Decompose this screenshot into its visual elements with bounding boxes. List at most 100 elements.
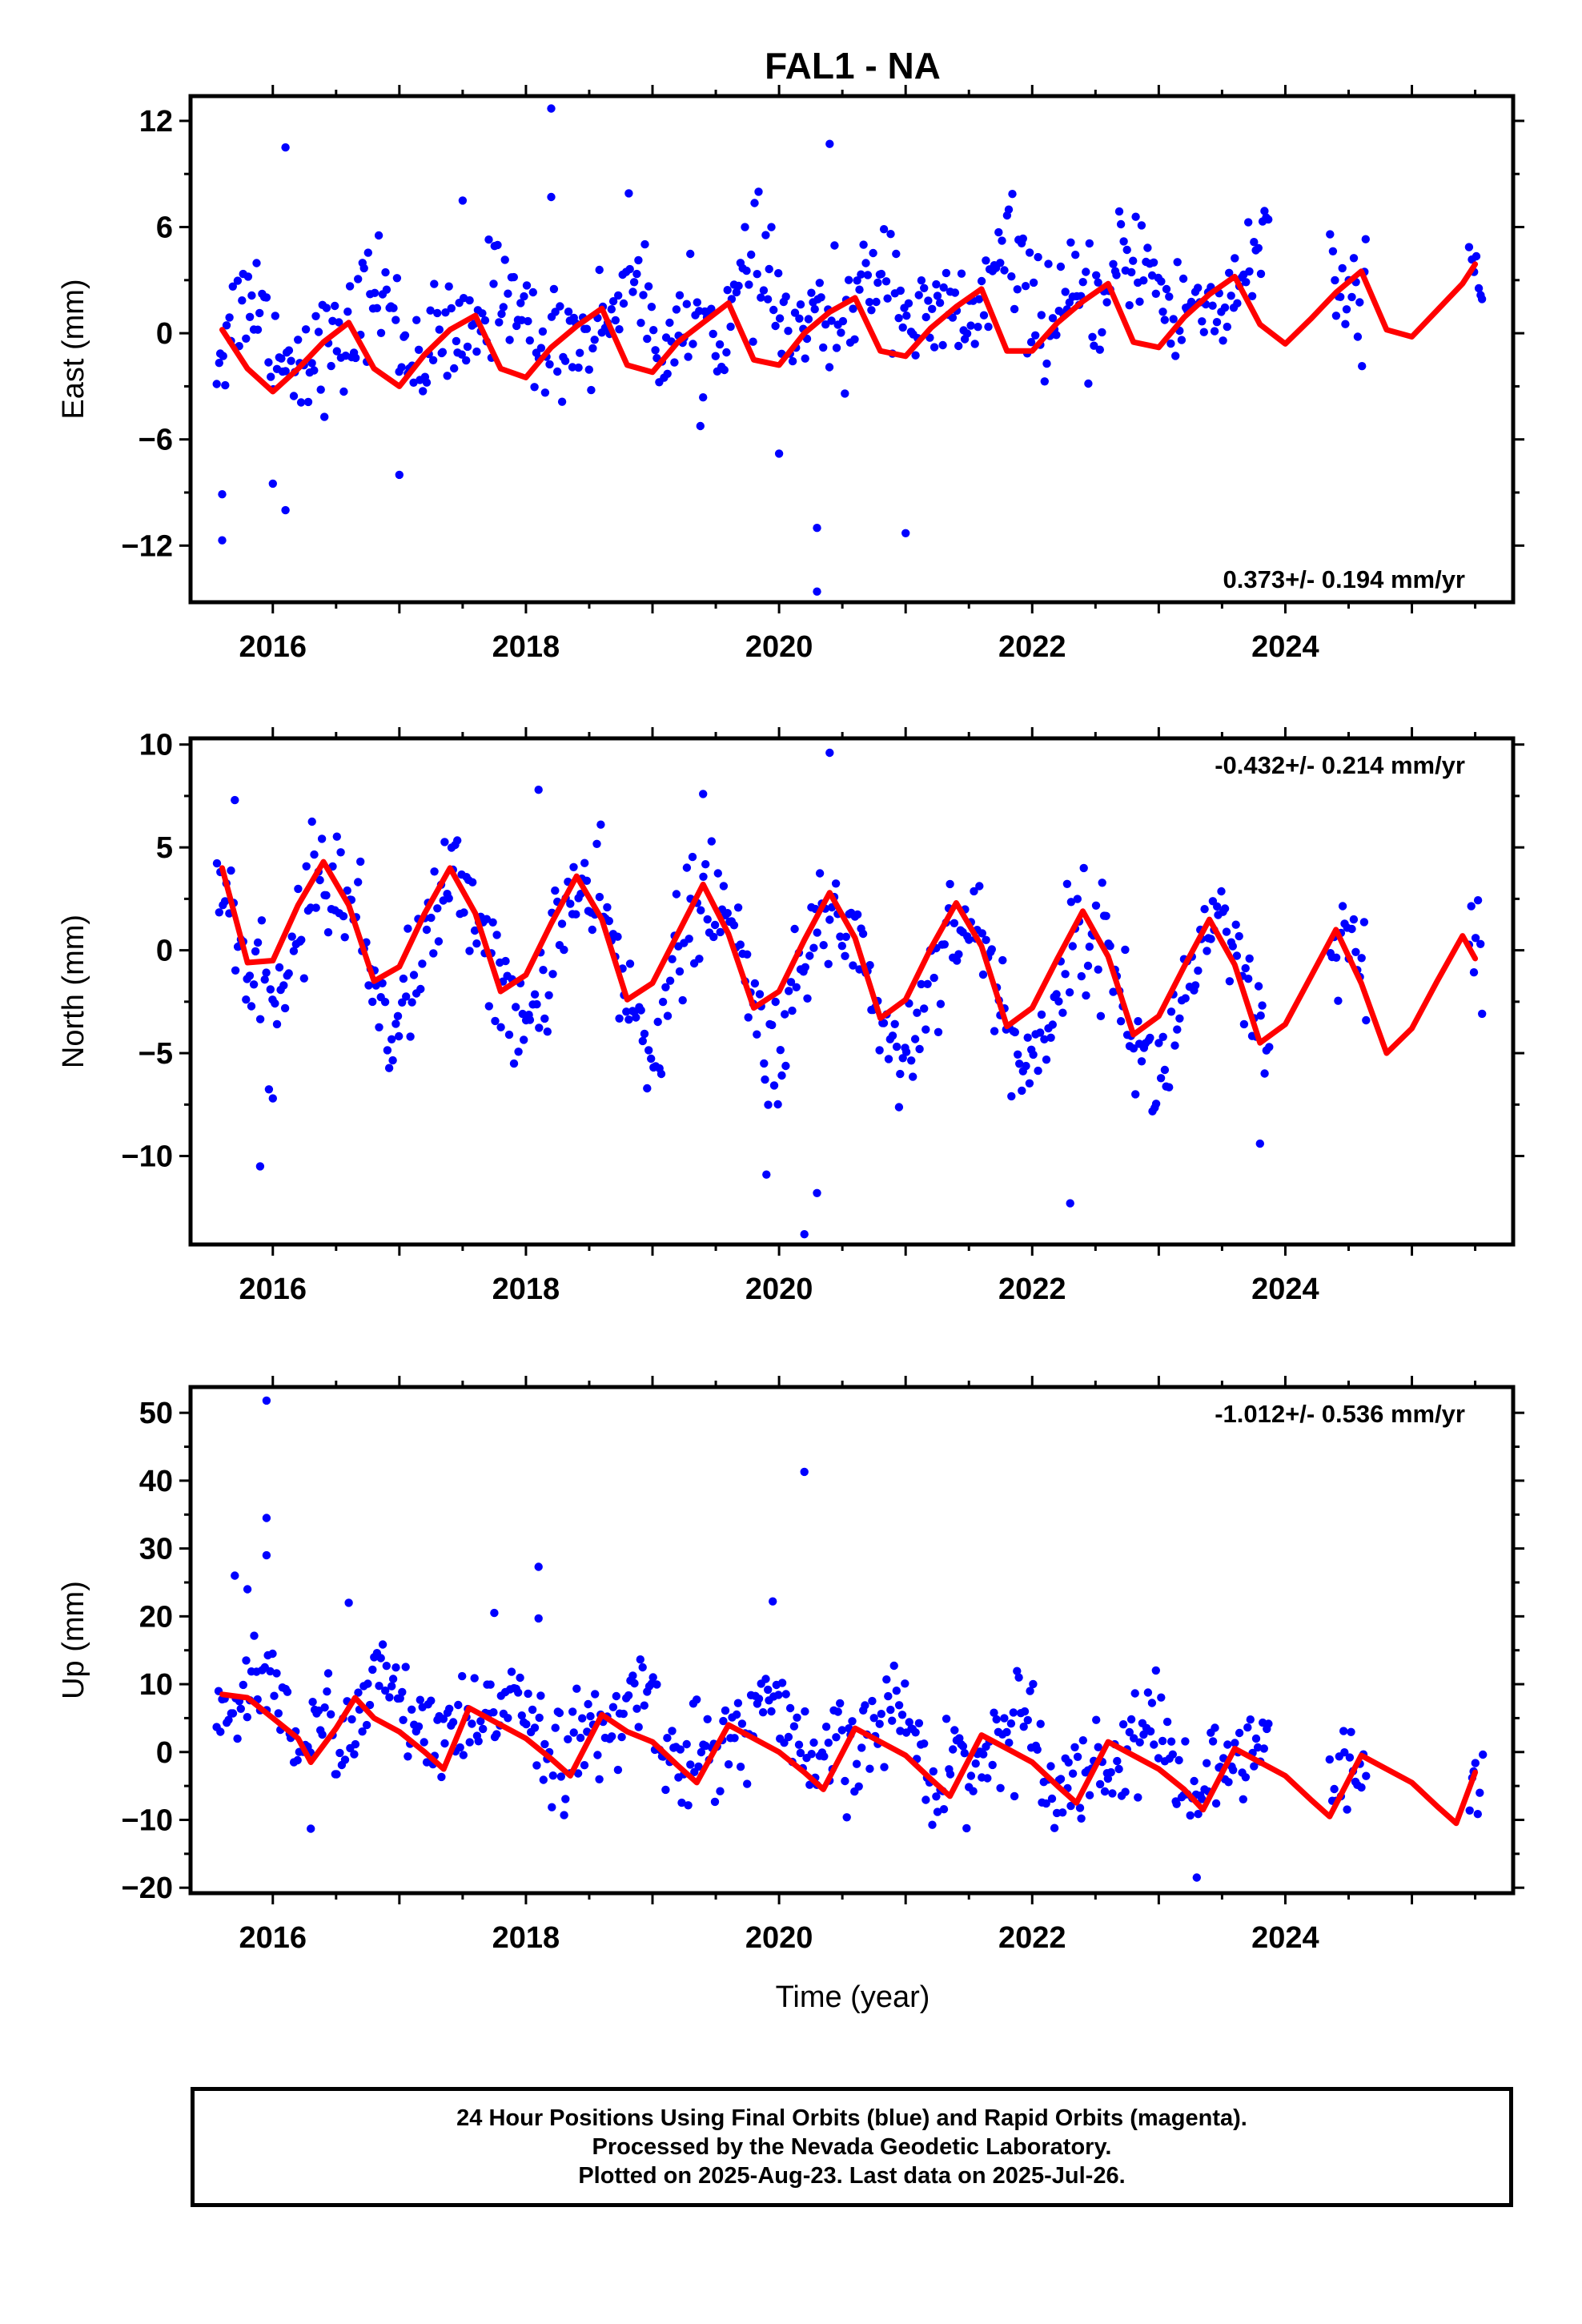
data-point bbox=[643, 1084, 652, 1093]
data-point bbox=[566, 899, 575, 908]
data-point bbox=[287, 356, 295, 365]
data-point bbox=[551, 1723, 560, 1732]
data-point bbox=[1151, 1666, 1161, 1675]
data-point bbox=[1129, 256, 1138, 265]
data-point bbox=[1358, 362, 1367, 371]
data-point bbox=[398, 1687, 407, 1697]
x-tick-label: 2016 bbox=[239, 1273, 307, 1306]
data-point bbox=[709, 329, 717, 339]
data-point bbox=[781, 292, 790, 301]
data-point bbox=[830, 241, 839, 250]
data-point bbox=[917, 276, 926, 285]
data-point bbox=[378, 1640, 387, 1649]
data-point bbox=[619, 1709, 628, 1719]
data-point bbox=[661, 1785, 670, 1795]
data-point bbox=[915, 1044, 924, 1054]
data-point bbox=[761, 1075, 769, 1084]
data-point bbox=[933, 292, 942, 300]
data-point bbox=[788, 1006, 797, 1015]
data-point bbox=[865, 1764, 874, 1773]
data-point bbox=[665, 318, 674, 328]
data-point bbox=[1254, 243, 1263, 252]
data-point bbox=[1342, 305, 1351, 314]
data-point bbox=[625, 264, 634, 274]
data-point bbox=[509, 1059, 519, 1068]
outlier-point bbox=[307, 1824, 315, 1833]
data-point bbox=[257, 916, 267, 925]
data-point bbox=[753, 270, 761, 279]
data-point bbox=[327, 1710, 335, 1719]
data-point bbox=[1339, 1727, 1348, 1735]
data-point bbox=[678, 995, 687, 1005]
data-point bbox=[1347, 1727, 1355, 1736]
data-point bbox=[684, 1801, 693, 1810]
data-point bbox=[872, 297, 881, 307]
data-point bbox=[780, 1739, 789, 1747]
rate-label-east: 0.373+/- 0.194 mm/yr bbox=[1223, 565, 1465, 593]
outlier-point bbox=[774, 449, 784, 458]
data-point bbox=[701, 1741, 710, 1751]
data-point bbox=[343, 308, 352, 316]
data-point bbox=[1168, 1750, 1178, 1759]
data-point bbox=[932, 1792, 941, 1801]
data-point bbox=[270, 1691, 279, 1700]
data-point bbox=[1143, 1688, 1153, 1697]
data-point bbox=[351, 353, 360, 363]
data-point bbox=[949, 1745, 958, 1754]
data-point bbox=[1106, 1767, 1115, 1777]
data-point bbox=[1025, 1079, 1034, 1088]
data-point bbox=[777, 1071, 786, 1080]
data-point bbox=[1092, 1715, 1101, 1724]
data-point bbox=[1022, 1061, 1030, 1071]
y-tick-label: −5 bbox=[139, 1037, 173, 1071]
data-point bbox=[1467, 902, 1476, 911]
data-point bbox=[920, 1004, 929, 1013]
data-point bbox=[1227, 292, 1235, 300]
data-point bbox=[514, 1047, 523, 1056]
data-point bbox=[1065, 988, 1074, 997]
data-point bbox=[553, 367, 562, 376]
data-point bbox=[1000, 266, 1009, 275]
data-point bbox=[1250, 1762, 1259, 1771]
data-point bbox=[875, 1046, 884, 1055]
data-point bbox=[568, 1707, 577, 1716]
data-point bbox=[836, 932, 845, 941]
data-point bbox=[758, 1708, 768, 1717]
data-point bbox=[703, 915, 712, 924]
data-point bbox=[656, 1069, 666, 1079]
data-point bbox=[505, 336, 514, 344]
data-point bbox=[743, 950, 752, 959]
data-point bbox=[1165, 292, 1174, 301]
data-point bbox=[644, 1046, 653, 1055]
data-point bbox=[548, 970, 557, 979]
data-point bbox=[1245, 267, 1254, 276]
data-point bbox=[1085, 239, 1094, 248]
data-point bbox=[1222, 927, 1231, 936]
data-point bbox=[1031, 331, 1040, 340]
data-point bbox=[954, 341, 963, 351]
data-point bbox=[260, 975, 269, 984]
data-point bbox=[1034, 252, 1042, 262]
data-point bbox=[332, 832, 341, 841]
y-tick-label: 30 bbox=[139, 1533, 173, 1566]
data-point bbox=[761, 231, 770, 239]
data-point bbox=[1042, 1799, 1050, 1808]
data-point bbox=[663, 369, 672, 378]
data-point bbox=[929, 1767, 938, 1776]
data-point bbox=[761, 1675, 770, 1683]
data-point bbox=[540, 1014, 549, 1023]
data-point bbox=[901, 1047, 911, 1056]
data-point bbox=[636, 319, 645, 328]
data-point bbox=[465, 1738, 474, 1747]
data-point bbox=[1137, 1057, 1146, 1066]
data-point bbox=[1130, 1689, 1139, 1698]
data-point bbox=[810, 304, 819, 314]
data-point bbox=[982, 256, 990, 265]
data-point bbox=[374, 231, 383, 240]
data-point bbox=[1102, 298, 1111, 307]
data-point bbox=[1037, 1010, 1046, 1019]
data-point bbox=[525, 1015, 535, 1024]
data-point bbox=[517, 316, 526, 324]
data-point bbox=[1251, 1734, 1261, 1743]
data-point bbox=[917, 979, 926, 989]
